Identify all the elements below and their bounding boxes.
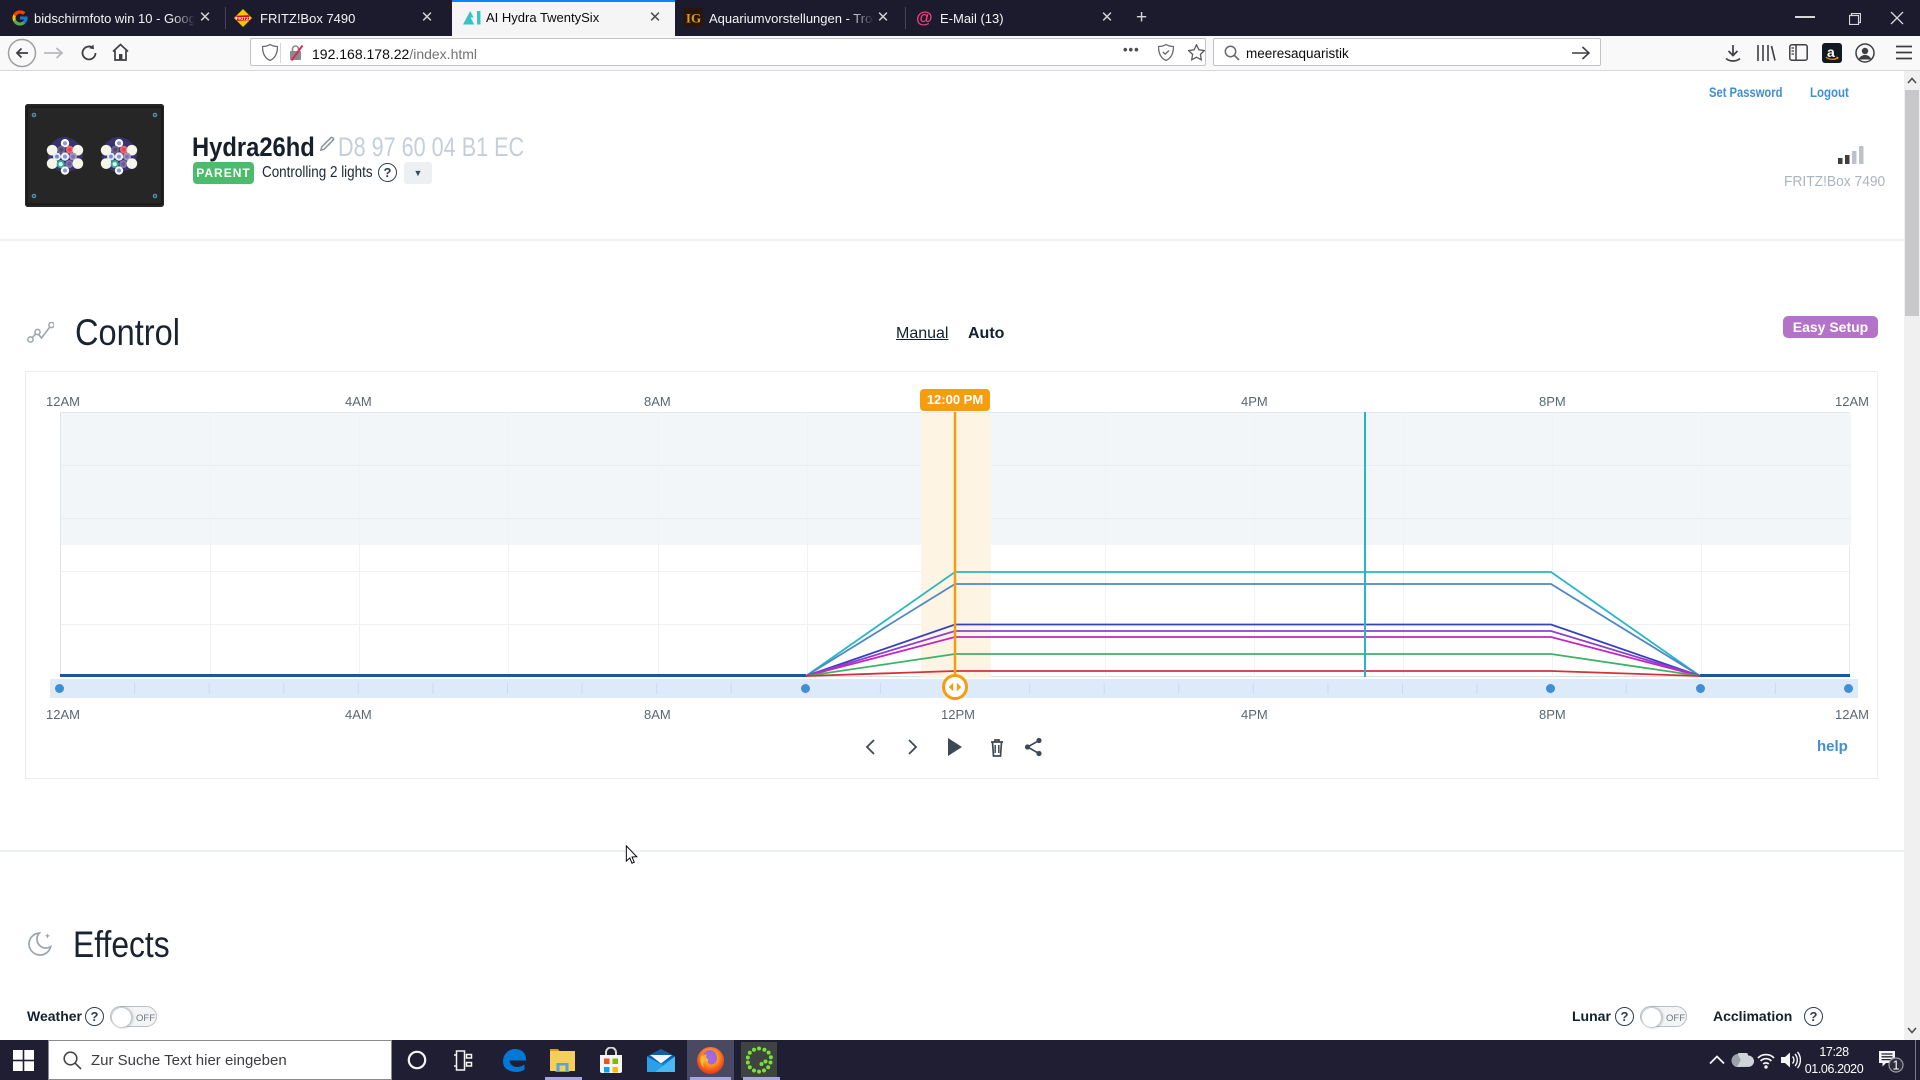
svg-text:FRITZ!: FRITZ! — [236, 16, 251, 21]
svg-text:IG: IG — [686, 11, 701, 26]
svg-text:1: 1 — [1893, 1059, 1900, 1073]
